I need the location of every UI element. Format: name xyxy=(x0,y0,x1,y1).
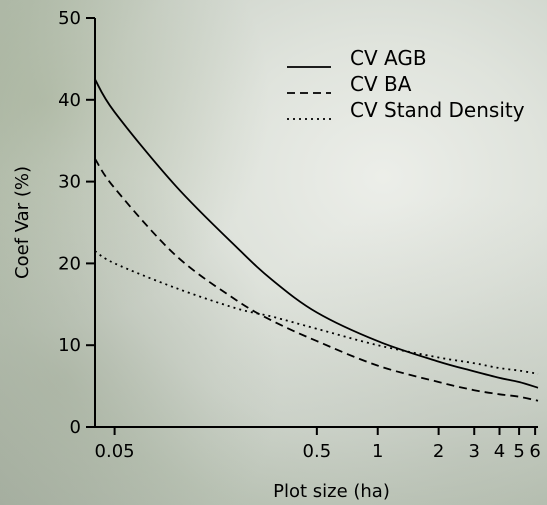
x-axis-title: Plot size (ha) xyxy=(273,481,390,502)
x-tick-label: 2 xyxy=(433,441,444,462)
x-tick-label: 0.05 xyxy=(95,441,135,462)
legend-label: CV AGB xyxy=(350,46,427,70)
y-tick-label: 20 xyxy=(58,253,81,274)
legend-label: CV BA xyxy=(350,72,412,96)
axes xyxy=(94,18,538,428)
series-lines xyxy=(94,78,539,402)
x-tick-label: 4 xyxy=(494,441,505,462)
x-tick-label: 5 xyxy=(513,441,524,462)
y-tick-label: 50 xyxy=(58,8,81,29)
x-tick-label: 3 xyxy=(469,441,480,462)
x-tick-label: 1 xyxy=(372,441,383,462)
x-tick-label: 0.5 xyxy=(303,441,332,462)
series-line xyxy=(94,158,539,402)
y-axis-title: Coef Var (%) xyxy=(12,166,33,279)
series-line xyxy=(94,78,539,389)
y-tick-label: 10 xyxy=(58,335,81,356)
legend-label: CV Stand Density xyxy=(350,98,525,122)
x-tick-label: 6 xyxy=(529,441,540,462)
y-tick-label: 40 xyxy=(58,90,81,111)
y-tick-label: 30 xyxy=(58,172,81,193)
series-line xyxy=(94,250,539,375)
x-ticks: 0.05 0.5 1 2 3 4 5 6 xyxy=(95,427,541,462)
y-tick-label: 0 xyxy=(70,417,81,438)
y-ticks: 0 10 20 30 40 50 xyxy=(58,8,95,438)
